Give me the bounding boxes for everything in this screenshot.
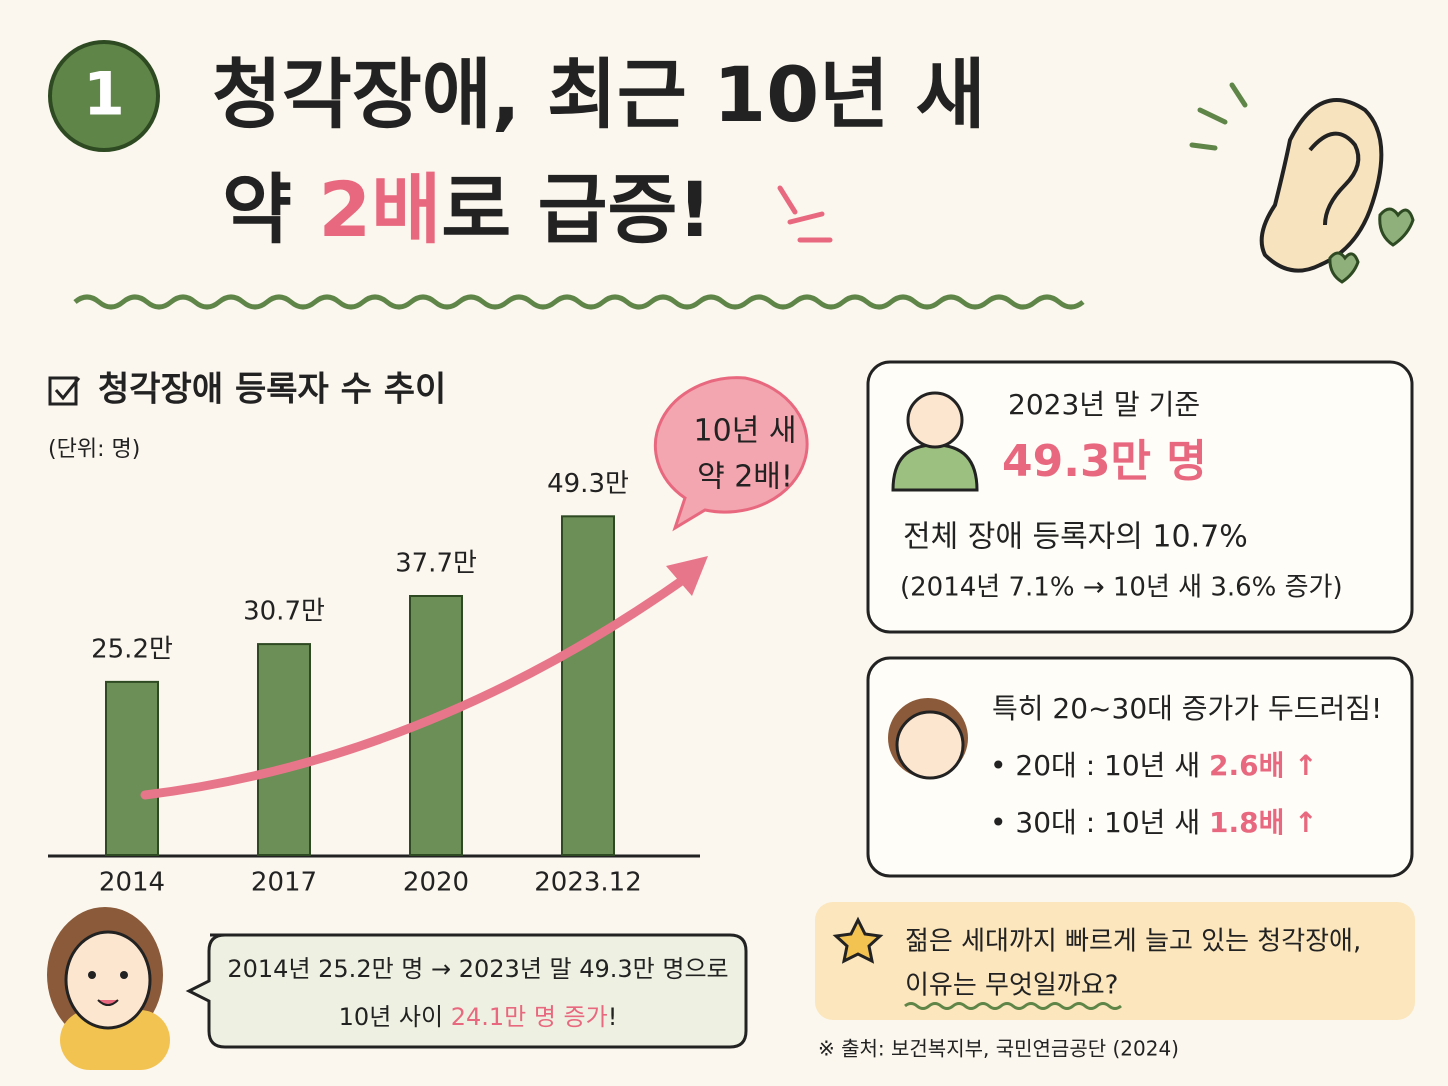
stat-value: 49.3만 명 [1002, 436, 1207, 487]
value-label: 30.7만 [243, 597, 325, 627]
value-label: 37.7만 [395, 549, 477, 579]
title: 청각장애, 최근 10년 새 [212, 50, 985, 139]
x-tick-label: 2017 [251, 868, 317, 898]
summary-part: 10년 사이 [339, 1003, 451, 1031]
stat-box [866, 360, 1414, 634]
face-icon [888, 698, 968, 780]
annotation: 10년 새 [694, 414, 797, 449]
summary-text: 2014년 25.2만 명 → 2023년 말 49.3만 명으로 [227, 955, 728, 983]
age-title: 특히 20~30대 증가가 두드러짐! [992, 692, 1382, 725]
title: 약 2배로 급증! [222, 165, 712, 254]
age-item: • 30대 : 10년 새 1.8배 ↑ [990, 806, 1318, 839]
stat-note: (2014년 7.1% → 10년 새 3.6% 증가) [900, 573, 1343, 603]
number-badge [48, 40, 160, 152]
x-tick-label: 2023.12 [534, 868, 642, 898]
x-tick-label: 2014 [99, 868, 165, 898]
summary-highlight: 24.1만 명 증가 [451, 1003, 608, 1031]
chart-title: 청각장애 등록자 수 추이 [98, 370, 446, 410]
question-box [815, 902, 1415, 1020]
x-tick-label: 2020 [403, 868, 469, 898]
source: ※ 출처: 보건복지부, 국민연금공단 (2024) [818, 1037, 1179, 1061]
bar [257, 643, 311, 856]
bar [561, 515, 615, 857]
annotation: 약 2배! [697, 460, 793, 495]
summary-bubble [185, 933, 748, 1049]
age-item: • 20대 : 10년 새 2.6배 ↑ [990, 749, 1318, 782]
chart-subtitle: (단위: 명) [48, 437, 140, 462]
summary-text: 10년 사이 24.1만 명 증가! [339, 1003, 618, 1031]
question-text: 이유는 무엇일까요? [905, 971, 1118, 1001]
age-box [866, 656, 1414, 878]
number: 1 [83, 60, 125, 130]
bar [105, 680, 159, 856]
question-text: 젊은 세대까지 빠르게 늘고 있는 청각장애, [905, 927, 1361, 957]
ear-icon [1189, 82, 1415, 284]
age-item-text: • 20대 : 10년 새 [990, 749, 1209, 782]
value-label: 49.3만 [547, 469, 629, 499]
accent [777, 185, 833, 243]
title-part: 약 [222, 165, 318, 254]
title-part: 로 급증! [441, 165, 712, 254]
age-item-highlight: 2.6배 ↑ [1209, 749, 1318, 782]
value-label: 25.2만 [91, 634, 173, 664]
age-item-highlight: 1.8배 ↑ [1209, 806, 1318, 839]
girl-icon [47, 907, 170, 1070]
summary-part: ! [608, 1003, 618, 1031]
arrow-head [666, 556, 708, 596]
stat-share: 전체 장애 등록자의 10.7% [903, 520, 1248, 555]
star-icon [832, 916, 884, 964]
wavy-divider [73, 294, 1085, 310]
checkmark [54, 377, 81, 401]
speech-bubble [653, 376, 809, 532]
question-underline [904, 1002, 1122, 1010]
checkbox-icon [48, 376, 78, 406]
person-icon [891, 391, 979, 492]
title-highlight: 2배 [318, 165, 441, 254]
stat-label: 2023년 말 기준 [1008, 388, 1200, 421]
trend-arrow [140, 570, 695, 800]
age-item-text: • 30대 : 10년 새 [990, 806, 1209, 839]
